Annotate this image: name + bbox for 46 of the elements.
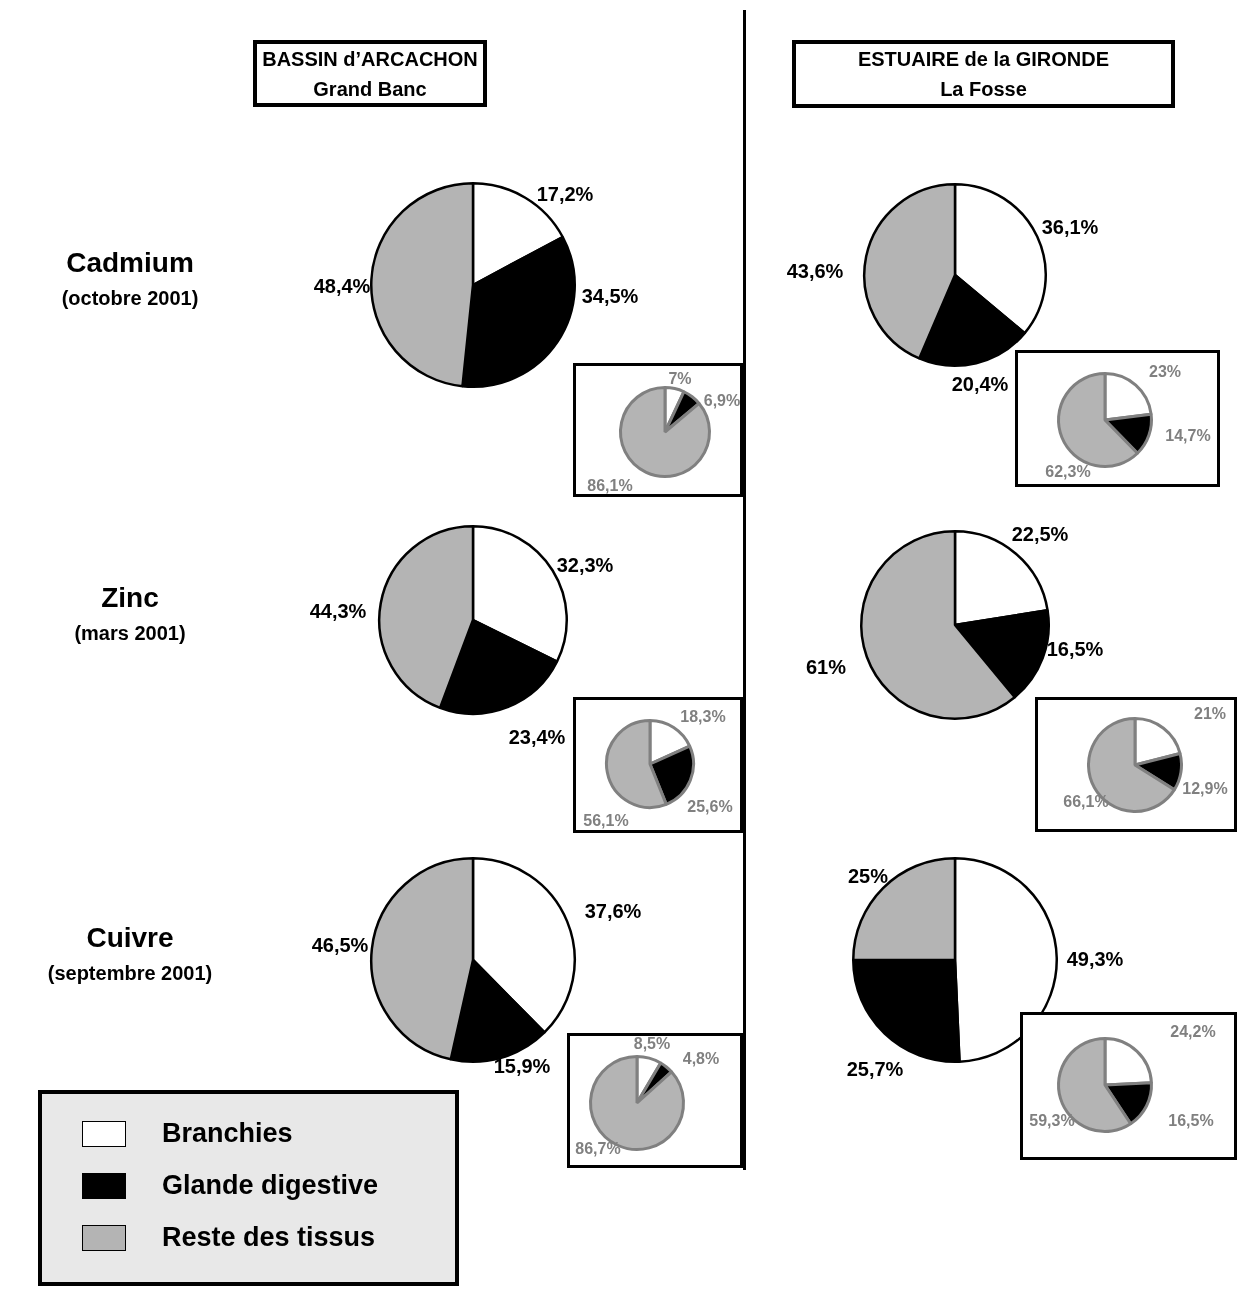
data-label: 49,3% — [1066, 947, 1124, 970]
data-label: 18,3% — [680, 708, 726, 726]
data-label: 23% — [1148, 363, 1182, 381]
data-label: 17,2% — [536, 182, 594, 205]
data-label: 43,6% — [786, 259, 844, 282]
data-label: 6,9% — [703, 392, 741, 410]
text: BASSIN d’ARCACHON Grand Banc — [253, 40, 487, 107]
data-label: 46,5% — [311, 933, 369, 956]
data-label: 16,5% — [1046, 637, 1104, 660]
data-label: 86,1% — [587, 477, 633, 495]
data-label: 48,4% — [313, 274, 371, 297]
data-label: 4,8% — [682, 1050, 720, 1068]
text: (octobre 2001) — [60, 287, 200, 310]
data-label: 24,2% — [1170, 1023, 1216, 1041]
data-label: 15,9% — [493, 1054, 551, 1077]
data-label: 12,9% — [1182, 780, 1228, 798]
data-label: 34,5% — [581, 284, 639, 307]
data-label: 22,5% — [1011, 522, 1069, 545]
text: (mars 2001) — [73, 622, 187, 645]
text: Zinc — [100, 582, 160, 614]
data-label: 21% — [1193, 705, 1227, 723]
data-label: 20,4% — [951, 372, 1009, 395]
legend-label: Reste des tissus — [162, 1222, 376, 1253]
data-label: 25,7% — [846, 1057, 904, 1080]
data-label: 56,1% — [583, 812, 629, 830]
data-label: 44,3% — [309, 599, 367, 622]
data-label: 37,6% — [584, 899, 642, 922]
data-label: 25% — [847, 864, 889, 887]
data-label: 14,7% — [1165, 427, 1211, 445]
data-label: 8,5% — [633, 1035, 671, 1053]
data-label: 32,3% — [556, 553, 614, 576]
data-label: 25,6% — [687, 798, 733, 816]
legend-label: Glande digestive — [162, 1170, 379, 1201]
text: Cuivre — [85, 922, 175, 954]
data-label: 16,5% — [1168, 1112, 1214, 1130]
data-label: 61% — [805, 655, 847, 678]
text: Cadmium — [65, 247, 195, 279]
legend-label: Branchies — [162, 1118, 293, 1149]
text: ESTUAIRE de la GIRONDE La Fosse — [792, 40, 1175, 108]
data-label: 62,3% — [1045, 463, 1091, 481]
data-label: 59,3% — [1029, 1112, 1075, 1130]
text: (septembre 2001) — [46, 962, 214, 985]
data-label: 7% — [668, 370, 692, 388]
data-label: 23,4% — [508, 725, 566, 748]
data-label: 86,7% — [575, 1140, 621, 1158]
data-label: 36,1% — [1041, 215, 1099, 238]
